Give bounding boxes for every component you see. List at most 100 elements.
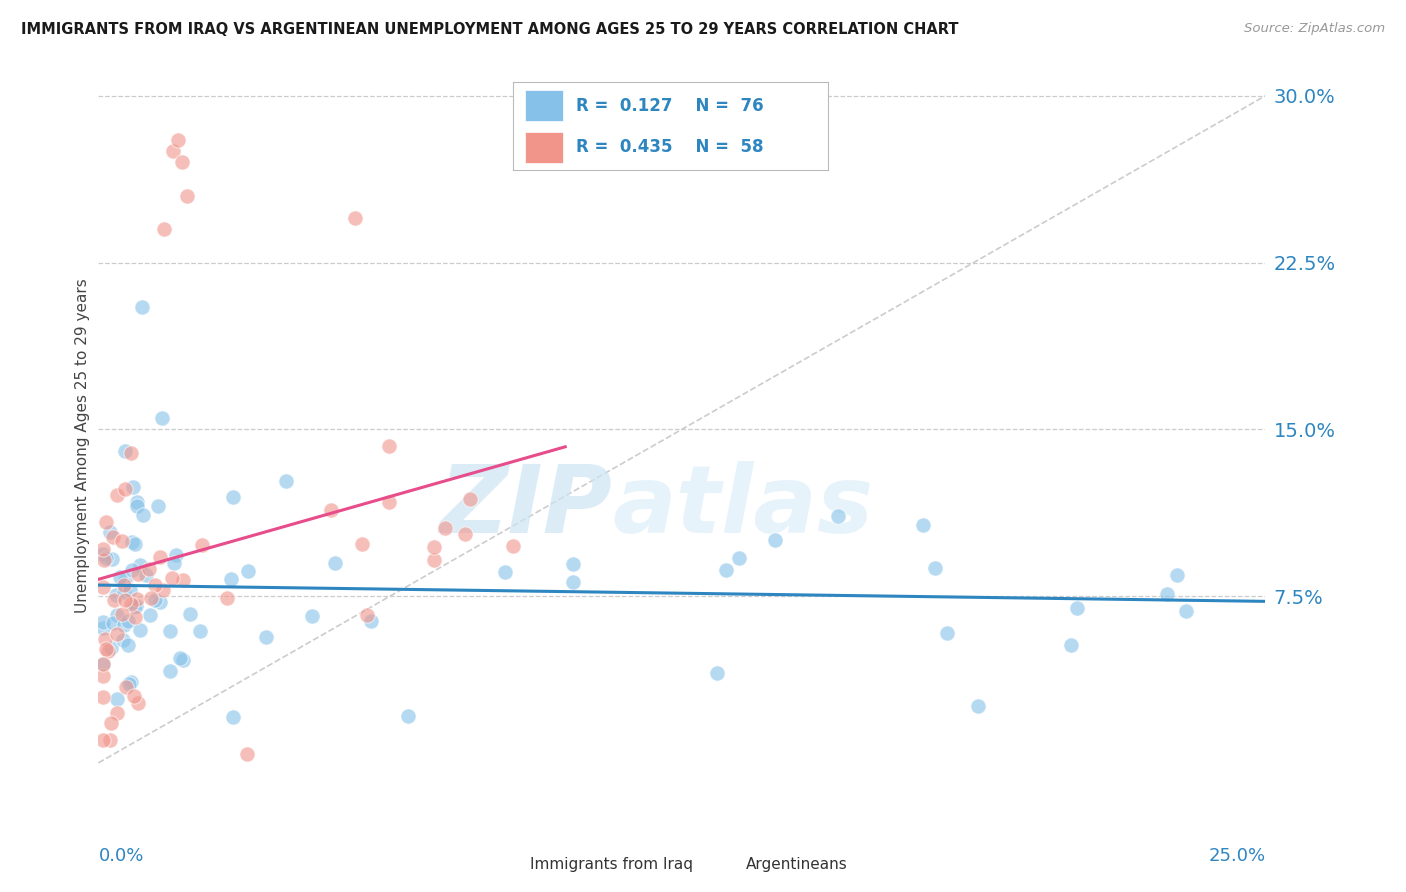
Point xyxy=(966,699,988,714)
Point xyxy=(121,480,143,494)
Text: 25.0%: 25.0% xyxy=(1208,847,1265,865)
Point xyxy=(127,495,149,509)
Point xyxy=(91,622,114,636)
Point xyxy=(114,592,136,607)
Point xyxy=(706,666,728,681)
Point xyxy=(562,575,585,590)
Point xyxy=(98,732,121,747)
Point xyxy=(433,521,456,535)
Point xyxy=(101,615,124,630)
Point xyxy=(122,689,145,703)
Point xyxy=(91,732,114,747)
Text: Immigrants from Iraq: Immigrants from Iraq xyxy=(530,856,693,871)
Point xyxy=(91,668,114,682)
Point xyxy=(114,444,136,458)
Point xyxy=(148,499,170,513)
Point xyxy=(91,547,114,561)
Point xyxy=(159,624,181,639)
Point xyxy=(396,708,419,723)
Point xyxy=(120,597,142,611)
Point xyxy=(121,535,143,549)
Point xyxy=(377,439,399,453)
Point xyxy=(169,651,191,665)
Point xyxy=(127,499,149,513)
Point xyxy=(120,674,142,689)
Point xyxy=(159,664,181,678)
Point xyxy=(111,533,134,548)
Point xyxy=(352,537,374,551)
Point xyxy=(344,211,367,225)
Point xyxy=(502,539,524,553)
Point xyxy=(727,551,749,566)
Point xyxy=(93,632,115,646)
Point xyxy=(124,537,146,551)
Point xyxy=(112,618,135,632)
Point xyxy=(122,599,145,614)
Point xyxy=(132,508,155,523)
Point xyxy=(108,570,131,584)
Point xyxy=(117,638,139,652)
Point xyxy=(103,592,125,607)
Point xyxy=(360,614,382,628)
Point xyxy=(112,578,135,592)
Point xyxy=(1066,600,1088,615)
Point xyxy=(172,653,194,667)
Point xyxy=(160,571,183,585)
Point xyxy=(107,608,129,623)
Point xyxy=(111,633,134,648)
Point xyxy=(911,518,934,533)
Point xyxy=(91,657,114,672)
Point xyxy=(125,599,148,613)
Point xyxy=(105,488,128,502)
Text: IMMIGRANTS FROM IRAQ VS ARGENTINEAN UNEMPLOYMENT AMONG AGES 25 TO 29 YEARS CORRE: IMMIGRANTS FROM IRAQ VS ARGENTINEAN UNEM… xyxy=(21,22,959,37)
Point xyxy=(172,574,194,588)
Point xyxy=(176,189,198,203)
Point xyxy=(124,610,146,624)
Point xyxy=(763,533,786,547)
Point xyxy=(188,624,211,639)
Point xyxy=(96,641,118,656)
Point xyxy=(111,607,134,622)
Text: 0.0%: 0.0% xyxy=(98,847,143,865)
Point xyxy=(103,530,125,544)
FancyBboxPatch shape xyxy=(501,855,524,873)
Point xyxy=(105,691,128,706)
Point xyxy=(454,527,477,541)
Point xyxy=(222,490,245,504)
Point xyxy=(117,615,139,629)
Point xyxy=(319,502,342,516)
Point xyxy=(143,592,166,607)
Point xyxy=(162,145,184,159)
Text: Argentineans: Argentineans xyxy=(747,856,848,871)
Point xyxy=(1156,587,1178,601)
Point xyxy=(101,552,124,566)
Point xyxy=(104,588,127,602)
Point xyxy=(91,690,114,704)
Point xyxy=(165,549,187,563)
Point xyxy=(121,563,143,577)
Point xyxy=(494,565,516,579)
Point xyxy=(936,626,959,640)
Point xyxy=(91,615,114,629)
Point xyxy=(1060,638,1083,652)
Point xyxy=(323,556,346,570)
Point xyxy=(91,581,114,595)
Point xyxy=(120,446,142,460)
Point xyxy=(152,582,174,597)
FancyBboxPatch shape xyxy=(717,855,741,873)
Point xyxy=(163,556,186,570)
Point xyxy=(135,568,157,582)
Point xyxy=(91,541,114,556)
Point xyxy=(94,516,117,530)
Point xyxy=(236,747,259,762)
Point xyxy=(1166,567,1188,582)
Point xyxy=(143,578,166,592)
Point xyxy=(114,483,136,497)
Point xyxy=(166,133,188,147)
Point xyxy=(219,572,242,586)
Point xyxy=(222,710,245,724)
Point xyxy=(190,538,212,552)
Point xyxy=(150,411,173,425)
Point xyxy=(423,553,446,567)
Point xyxy=(423,540,446,554)
